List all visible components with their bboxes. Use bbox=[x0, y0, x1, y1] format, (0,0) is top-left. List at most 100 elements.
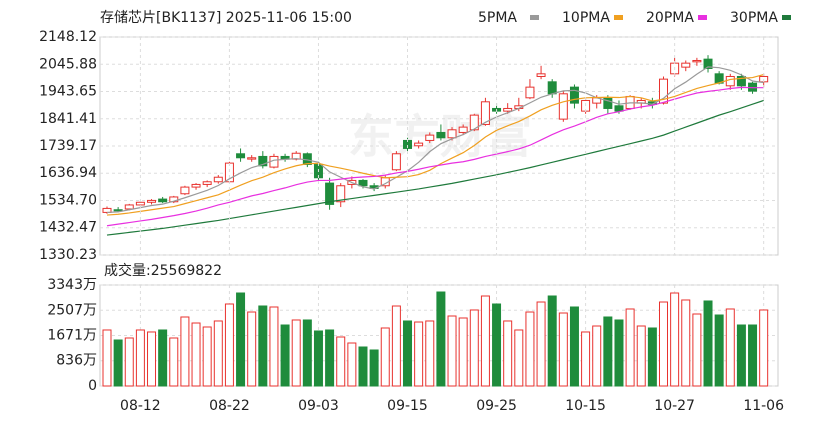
volume-bar bbox=[336, 336, 346, 387]
volume-bar bbox=[202, 326, 212, 387]
volume-bar bbox=[614, 319, 624, 387]
x-tick-label: 08-12 bbox=[120, 398, 161, 414]
volume-bar bbox=[347, 342, 357, 387]
volume-bar bbox=[659, 301, 668, 387]
x-tick-label: 09-25 bbox=[476, 398, 517, 414]
y-tick-label: 1671万 bbox=[47, 328, 97, 344]
volume-bar bbox=[592, 325, 602, 387]
volume-bar bbox=[258, 305, 268, 387]
volume-bar bbox=[636, 325, 646, 387]
volume-bar bbox=[647, 327, 657, 387]
volume-bar bbox=[547, 295, 557, 387]
candle-body bbox=[725, 75, 735, 87]
volume-bar bbox=[536, 301, 546, 387]
volume-bar bbox=[581, 331, 591, 387]
ma-line bbox=[106, 99, 764, 236]
ma-line bbox=[106, 66, 764, 214]
candle-body bbox=[202, 181, 212, 185]
volume-bar bbox=[113, 339, 123, 387]
volume-bar bbox=[748, 324, 758, 387]
candle-body bbox=[425, 134, 435, 141]
volume-title: 成交量:25569822 bbox=[104, 262, 222, 279]
x-tick-label: 09-15 bbox=[387, 398, 428, 414]
y-tick-label: 2507万 bbox=[47, 302, 97, 318]
volume-bar bbox=[358, 346, 368, 387]
volume-bar bbox=[714, 314, 724, 387]
y-tick-label: 836万 bbox=[56, 353, 97, 369]
y-tick-label: 1432.47 bbox=[39, 220, 97, 236]
volume-bar bbox=[503, 320, 513, 387]
y-tick-label: 1841.41 bbox=[39, 111, 97, 127]
y-tick-label: 2148.12 bbox=[39, 29, 97, 45]
candle-body bbox=[180, 186, 190, 195]
candle-body bbox=[681, 62, 691, 68]
legend-label: 20PMA bbox=[646, 10, 694, 26]
volume-bar bbox=[603, 316, 613, 387]
candle-body bbox=[569, 86, 579, 104]
candle-body bbox=[447, 129, 457, 139]
x-tick-label: 11-06 bbox=[743, 398, 784, 414]
legend-label: 30PMA bbox=[730, 10, 778, 26]
x-tick-label: 10-27 bbox=[654, 398, 695, 414]
volume-bar bbox=[414, 321, 424, 387]
candle-body bbox=[458, 126, 468, 133]
candle-body bbox=[325, 182, 335, 205]
candle-body bbox=[525, 86, 535, 99]
volume-bar bbox=[313, 330, 323, 387]
volume-bar bbox=[124, 337, 134, 387]
volume-bar bbox=[280, 324, 290, 387]
legend-swatch bbox=[698, 15, 707, 20]
candle-body bbox=[391, 153, 401, 171]
volume-bar bbox=[458, 317, 468, 387]
y-tick-label: 1943.65 bbox=[39, 83, 97, 99]
x-tick-label: 09-03 bbox=[298, 398, 339, 414]
ma-line bbox=[106, 74, 764, 216]
legend-swatch bbox=[782, 15, 791, 20]
volume-bar bbox=[703, 300, 713, 387]
candle-body bbox=[703, 58, 713, 69]
volume-bar bbox=[380, 327, 390, 387]
candle-body bbox=[692, 59, 702, 63]
volume-bar bbox=[369, 349, 379, 387]
candle-body bbox=[614, 105, 624, 112]
volume-bar bbox=[569, 306, 579, 387]
volume-bar bbox=[269, 306, 279, 387]
volume-bar bbox=[191, 322, 201, 387]
y-tick-label: 1739.17 bbox=[39, 138, 97, 154]
volume-bar bbox=[514, 329, 524, 387]
volume-bar bbox=[169, 337, 179, 387]
x-tick-label: 10-15 bbox=[565, 398, 606, 414]
volume-bar bbox=[670, 292, 680, 387]
volume-bar bbox=[213, 320, 223, 387]
candle-body bbox=[536, 73, 546, 77]
y-tick-label: 2045.88 bbox=[39, 56, 97, 72]
y-tick-label: 0 bbox=[88, 378, 97, 394]
volume-bar bbox=[403, 320, 413, 387]
y-tick-label: 1636.94 bbox=[39, 165, 97, 181]
candle-body bbox=[480, 101, 490, 125]
candle-body bbox=[135, 201, 145, 206]
volume-bar bbox=[425, 320, 435, 387]
chart-title: 存储芯片[BK1137] 2025-11-06 15:00 bbox=[100, 10, 352, 26]
candle-body bbox=[158, 198, 168, 203]
candle-body bbox=[191, 183, 201, 188]
volume-bar bbox=[102, 329, 112, 387]
candle-body bbox=[336, 185, 346, 203]
volume-bar bbox=[480, 295, 490, 387]
legend-swatch bbox=[530, 15, 539, 20]
y-tick-label: 1330.23 bbox=[39, 247, 97, 263]
candle-body bbox=[236, 153, 246, 159]
candle-body bbox=[213, 176, 223, 183]
volume-bar bbox=[558, 312, 568, 387]
legend-label: 5PMA bbox=[478, 10, 517, 26]
candle-body bbox=[558, 93, 568, 120]
volume-bar bbox=[158, 329, 168, 387]
volume-bar bbox=[147, 331, 157, 387]
volume-bar bbox=[625, 308, 635, 387]
candle-body bbox=[247, 157, 257, 160]
candle-body bbox=[258, 155, 268, 167]
candle-body bbox=[503, 107, 513, 112]
volume-bar bbox=[692, 313, 702, 387]
volume-bar bbox=[469, 309, 479, 387]
